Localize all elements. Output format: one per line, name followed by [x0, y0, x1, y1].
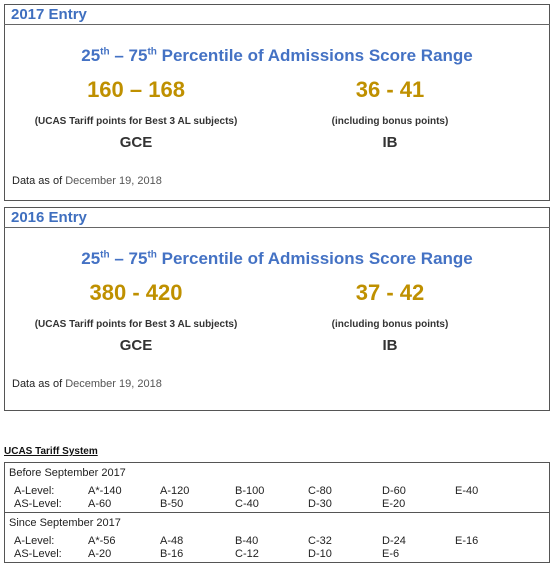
row-divider: [4, 512, 550, 513]
title-part: Percentile of Admissions Score Range: [156, 249, 473, 268]
qualification: GCE: [119, 134, 153, 151]
grade-points: C-12: [235, 548, 259, 560]
data-as-of: Data as of December 19, 2018: [12, 175, 162, 187]
grade-points: B-100: [235, 485, 265, 497]
score-range: 160 – 168: [87, 77, 185, 102]
title-part: 25: [81, 249, 101, 268]
header-line: [4, 227, 550, 228]
grade-points: B-16: [160, 548, 184, 560]
tariff-title: UCAS Tariff System: [4, 446, 98, 457]
grade-points: D-30: [308, 498, 332, 510]
grade-points: A*-140: [88, 485, 122, 497]
score-note: (including bonus points): [331, 116, 449, 127]
header-line: [4, 24, 550, 25]
as-of-date: December 19, 2018: [65, 378, 162, 390]
grade-points: A-20: [88, 548, 112, 560]
title-part: Percentile of Admissions Score Range: [156, 46, 473, 65]
title-part: th: [100, 249, 110, 261]
grade-points: A*-56: [88, 535, 116, 547]
level-label: A-Level:: [14, 485, 55, 497]
section-header: 2017 Entry: [11, 6, 87, 23]
level-label: A-Level:: [14, 535, 55, 547]
title-part: 25: [81, 46, 101, 65]
score-range: 36 - 41: [355, 77, 425, 102]
grade-points: C-80: [308, 485, 332, 497]
group-heading: Since September 2017: [9, 517, 121, 529]
grade-points: E-20: [382, 498, 406, 510]
level-label: AS-Level:: [14, 498, 62, 510]
as-of-label: Data as of: [12, 378, 63, 390]
grade-points: A-120: [160, 485, 190, 497]
title-part: th: [147, 46, 157, 58]
group-heading: Before September 2017: [9, 467, 126, 479]
as-of-date: December 19, 2018: [65, 175, 162, 187]
grade-points: C-40: [235, 498, 259, 510]
title-part: th: [147, 249, 157, 261]
title-part: – 75: [109, 249, 148, 268]
score-range: 37 - 42: [355, 280, 425, 305]
score-range: 380 - 420: [89, 280, 183, 305]
grade-points: E-40: [455, 485, 479, 497]
qualification: IB: [382, 134, 398, 151]
title-part: th: [100, 46, 110, 58]
score-note: (UCAS Tariff points for Best 3 AL subjec…: [34, 319, 238, 330]
grade-points: E-16: [455, 535, 479, 547]
grade-points: B-50: [160, 498, 184, 510]
section-title: 25th – 75th Percentile of Admissions Sco…: [81, 46, 473, 66]
as-of-label: Data as of: [12, 175, 63, 187]
score-note: (UCAS Tariff points for Best 3 AL subjec…: [34, 116, 238, 127]
grade-points: D-60: [382, 485, 406, 497]
qualification: IB: [382, 337, 398, 354]
data-as-of: Data as of December 19, 2018: [12, 378, 162, 390]
grade-points: C-32: [308, 535, 332, 547]
section-box: [4, 207, 550, 411]
section-header: 2016 Entry: [11, 209, 87, 226]
section-box: [4, 4, 550, 201]
section-title: 25th – 75th Percentile of Admissions Sco…: [81, 249, 473, 269]
grade-points: A-48: [160, 535, 184, 547]
qualification: GCE: [119, 337, 153, 354]
score-note: (including bonus points): [331, 319, 449, 330]
level-label: AS-Level:: [14, 548, 62, 560]
title-part: – 75: [109, 46, 148, 65]
grade-points: E-6: [382, 548, 400, 560]
grade-points: D-24: [382, 535, 406, 547]
grade-points: A-60: [88, 498, 112, 510]
grade-points: D-10: [308, 548, 332, 560]
grade-points: B-40: [235, 535, 259, 547]
